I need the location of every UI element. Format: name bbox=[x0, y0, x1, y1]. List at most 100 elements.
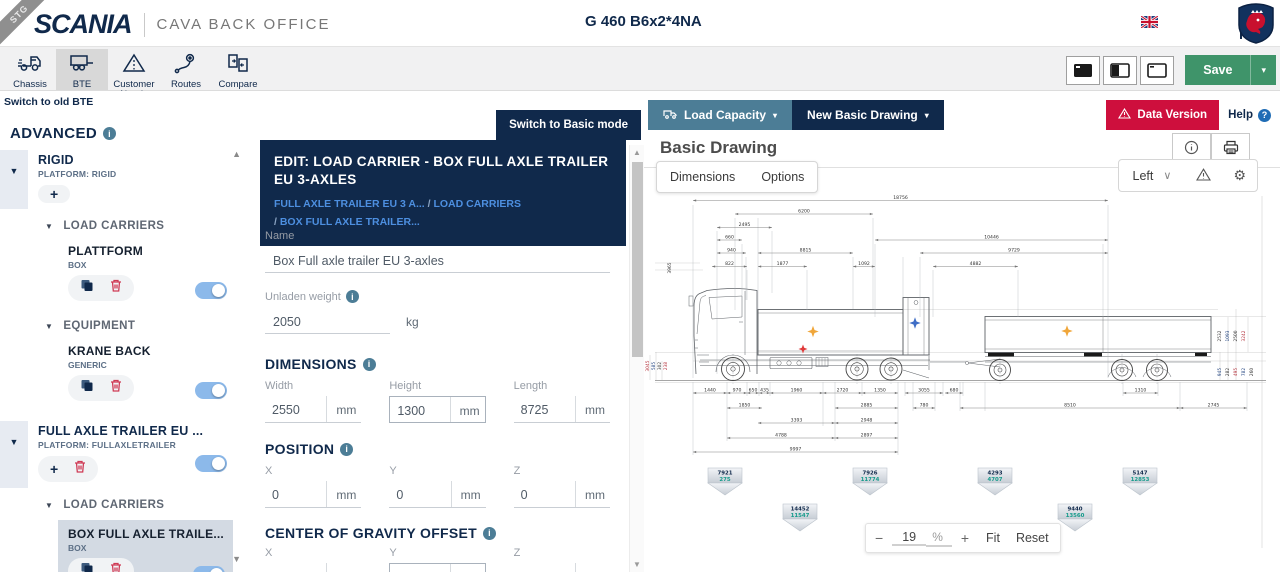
tree-item-box-full-axle-trailer[interactable]: BOX FULL AXLE TRAILE... BOX bbox=[58, 520, 233, 572]
height-input[interactable]: 1300 mm bbox=[389, 396, 486, 423]
tree-item-krane-back[interactable]: KRANE BACK GENERIC bbox=[0, 337, 247, 409]
layout-split-pane-button[interactable] bbox=[1103, 55, 1138, 85]
editor-scrollbar[interactable]: ▲ ▼ bbox=[629, 145, 644, 572]
cog-x-input[interactable] bbox=[265, 563, 361, 572]
duplicate-icon[interactable] bbox=[80, 379, 94, 397]
viewer-title: Basic Drawing bbox=[660, 138, 778, 157]
cog-y-input[interactable] bbox=[389, 563, 486, 572]
scroll-up-arrow[interactable]: ▲ bbox=[633, 148, 641, 157]
length-input[interactable]: 8725 mm bbox=[513, 396, 610, 423]
position-x-input[interactable]: 0 mm bbox=[265, 481, 362, 508]
svg-text:4293: 4293 bbox=[987, 471, 1002, 477]
language-flag-icon[interactable] bbox=[1140, 14, 1159, 33]
tree-item-plattform[interactable]: PLATTFORM BOX bbox=[0, 237, 247, 309]
enable-toggle[interactable] bbox=[193, 566, 225, 572]
add-icon[interactable]: + bbox=[50, 461, 59, 477]
main-toolbar: Chassis BTE Customer Nee bbox=[0, 47, 1280, 99]
dim-label: 1877 bbox=[777, 261, 789, 267]
delete-icon[interactable] bbox=[110, 379, 122, 397]
fit-button[interactable]: Fit bbox=[986, 531, 1000, 545]
dim-label: 1960 bbox=[791, 387, 803, 393]
tree-section-load-carriers-2[interactable]: ▼ LOAD CARRIERS bbox=[45, 499, 165, 511]
breadcrumb-link[interactable]: FULL AXLE TRAILER EU 3 A... bbox=[274, 198, 425, 211]
info-icon[interactable]: i bbox=[483, 526, 497, 540]
enable-toggle[interactable] bbox=[195, 282, 227, 299]
info-icon[interactable]: i bbox=[362, 357, 376, 371]
customer-needs-road-icon bbox=[121, 52, 147, 79]
warning-triangle-icon[interactable] bbox=[1185, 167, 1222, 184]
chassis-truck-icon bbox=[17, 52, 43, 79]
info-icon[interactable]: i bbox=[345, 290, 359, 303]
reset-button[interactable]: Reset bbox=[1015, 531, 1049, 545]
data-version-button[interactable]: Data Version bbox=[1106, 100, 1220, 130]
add-icon[interactable]: + bbox=[50, 186, 59, 202]
zoom-out-button[interactable]: − bbox=[875, 530, 884, 546]
help-button[interactable]: Help ? bbox=[1219, 100, 1280, 130]
width-input[interactable]: 2550 mm bbox=[265, 396, 362, 423]
toolbar-routes-button[interactable]: Routes bbox=[160, 49, 212, 90]
delete-icon[interactable] bbox=[110, 279, 122, 297]
chevron-down-icon[interactable]: ∨ bbox=[1163, 170, 1172, 182]
chevron-down-icon: ▼ bbox=[45, 221, 54, 231]
layout-full-pane-button[interactable] bbox=[1140, 55, 1175, 85]
unladen-weight-input[interactable]: 2050 bbox=[265, 307, 390, 334]
breadcrumb-link[interactable]: BOX FULL AXLE TRAILER... bbox=[279, 216, 420, 229]
name-input[interactable]: Box Full axle trailer EU 3-axles bbox=[265, 246, 610, 273]
scroll-down-arrow[interactable]: ▼ bbox=[633, 560, 641, 569]
options-tab[interactable]: Options bbox=[761, 170, 805, 184]
switch-to-old-bte-link[interactable]: Switch to old BTE bbox=[4, 96, 94, 108]
view-side-select[interactable]: Left bbox=[1132, 168, 1154, 183]
layout-single-pane-button[interactable] bbox=[1066, 55, 1101, 85]
toolbar-customer-needs-button[interactable]: Customer Needs bbox=[108, 49, 160, 99]
gear-icon[interactable]: ⚙ bbox=[1233, 167, 1246, 183]
dim-label: 2720 bbox=[837, 387, 849, 393]
toolbar-compare-button[interactable]: Compare bbox=[212, 49, 264, 90]
collapse-group-button[interactable]: ▼ bbox=[0, 421, 28, 488]
tree-section-equipment[interactable]: ▼ EQUIPMENT bbox=[45, 320, 136, 332]
dimensions-tab[interactable]: Dimensions bbox=[670, 170, 736, 184]
position-y-input[interactable]: 0 mm bbox=[389, 481, 486, 508]
delete-icon[interactable] bbox=[110, 562, 122, 572]
zoom-in-button[interactable]: + bbox=[960, 530, 970, 546]
app-header: STG SCANIA CAVA BACK OFFICE G 460 B6x2*4… bbox=[0, 0, 1280, 52]
info-icon[interactable]: i bbox=[340, 442, 354, 456]
group-title[interactable]: RIGID bbox=[38, 153, 74, 167]
duplicate-icon[interactable] bbox=[80, 279, 94, 297]
chevron-down-icon: ▼ bbox=[45, 500, 54, 510]
info-icon[interactable]: i bbox=[103, 127, 117, 140]
toolbar-chassis-button[interactable]: Chassis bbox=[4, 49, 56, 90]
tab-new-basic-drawing[interactable]: New Basic Drawing ▾ bbox=[792, 100, 944, 130]
dim-label: 660 bbox=[725, 234, 734, 240]
drawing-info-button[interactable] bbox=[1172, 133, 1211, 162]
tree-section-load-carriers[interactable]: ▼ LOAD CARRIERS bbox=[45, 220, 165, 232]
svg-text:7926: 7926 bbox=[862, 471, 877, 477]
dim-label: 10446 bbox=[984, 234, 999, 240]
save-dropdown-caret[interactable]: ▾ bbox=[1250, 55, 1276, 85]
basic-drawing-canvas[interactable]: 18756 6200 2495 10446 660 940 8815 9729 822 1877 1… bbox=[644, 191, 1280, 551]
dim-label: 18756 bbox=[893, 195, 908, 201]
cog-z-field: Z bbox=[514, 547, 610, 572]
scrollbar-thumb[interactable] bbox=[632, 162, 643, 357]
dim-label: 1350 bbox=[874, 387, 886, 393]
print-button[interactable] bbox=[1211, 133, 1250, 162]
tree-scroll-down-arrow[interactable]: ▼ bbox=[232, 554, 241, 564]
name-label: Name bbox=[265, 230, 295, 242]
position-z-input[interactable]: 0 mm bbox=[513, 481, 610, 508]
toolbar-bte-button[interactable]: BTE bbox=[56, 49, 108, 90]
cog-z-input[interactable] bbox=[514, 563, 610, 572]
enable-toggle[interactable] bbox=[195, 455, 227, 472]
dim-label: 970 bbox=[733, 387, 742, 393]
group-title[interactable]: FULL AXLE TRAILER EU ... bbox=[38, 424, 204, 438]
enable-toggle[interactable] bbox=[195, 382, 227, 399]
delete-icon[interactable] bbox=[74, 460, 86, 478]
brand-divider bbox=[143, 12, 145, 37]
tab-load-capacity[interactable]: Load Capacity ▾ bbox=[648, 100, 793, 130]
breadcrumb-link[interactable]: LOAD CARRIERS bbox=[433, 198, 521, 211]
switch-to-basic-mode-button[interactable]: Switch to Basic mode bbox=[496, 110, 641, 140]
save-button[interactable]: Save ▾ bbox=[1185, 55, 1276, 85]
tree-scroll-up-arrow[interactable]: ▲ bbox=[232, 149, 241, 159]
collapse-group-button[interactable]: ▼ bbox=[0, 150, 28, 209]
duplicate-icon[interactable] bbox=[80, 562, 94, 572]
zoom-level-input[interactable]: 19 bbox=[892, 530, 927, 546]
dim-label: 9997 bbox=[790, 446, 802, 452]
